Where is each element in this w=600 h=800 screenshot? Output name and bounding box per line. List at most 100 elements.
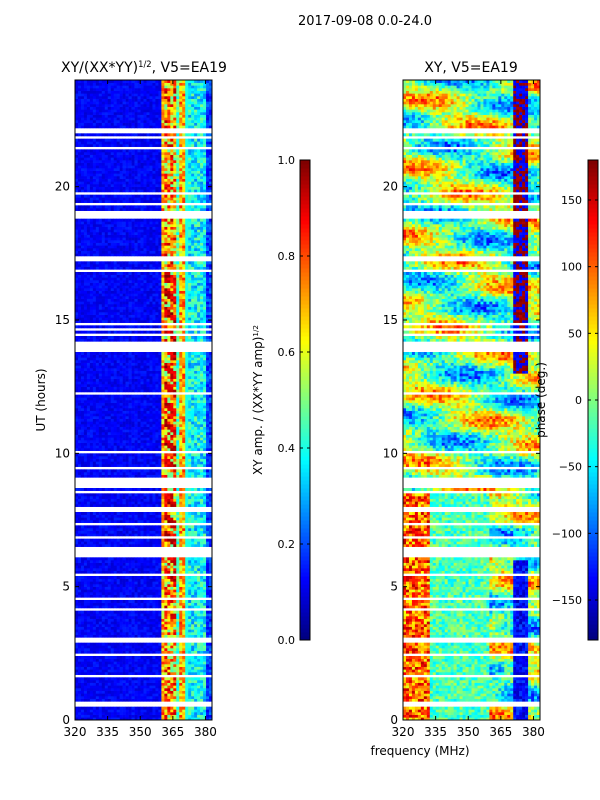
heatmap-cell [197, 658, 201, 662]
heatmap-cell [158, 672, 162, 675]
heatmap-cell [185, 685, 189, 689]
heatmap-cell [155, 688, 159, 691]
heatmap-cell [173, 413, 177, 417]
heatmap-cell [209, 610, 213, 614]
heatmap-cell [191, 413, 195, 417]
heatmap-cell [191, 613, 195, 617]
heatmap-cell [131, 594, 135, 598]
heatmap-cell [149, 413, 153, 417]
heatmap-cell [161, 445, 165, 449]
heatmap-cell [107, 677, 112, 681]
heatmap-cell [116, 488, 120, 491]
heatmap-cell [134, 581, 138, 585]
heatmap-cell [128, 373, 132, 377]
heatmap-cell [134, 514, 138, 518]
heatmap-cell [200, 437, 204, 441]
heatmap-cell [107, 669, 112, 673]
heatmap-cell [110, 669, 115, 673]
heatmap-cell [95, 629, 100, 633]
heatmap-cell [149, 682, 153, 686]
heatmap-cell [95, 672, 100, 675]
heatmap-cell [77, 565, 82, 569]
heatmap-cell [128, 469, 132, 473]
heatmap-cell [116, 458, 120, 462]
heatmap-cell [182, 605, 186, 609]
heatmap-cell [116, 456, 120, 459]
heatmap-cell [122, 432, 126, 435]
heatmap-cell [179, 440, 183, 443]
heatmap-cell [122, 538, 126, 542]
heatmap-cell [170, 365, 174, 369]
heatmap-cell [116, 557, 120, 561]
heatmap-cell [104, 690, 109, 694]
heatmap-cell [95, 440, 100, 443]
heatmap-cell [131, 602, 135, 606]
heatmap-cell [200, 581, 204, 585]
heatmap-cell [110, 616, 115, 619]
heatmap-cell [170, 426, 174, 430]
heatmap-cell [194, 498, 198, 502]
heatmap-cell [188, 658, 192, 662]
heatmap-cell [164, 584, 168, 587]
heatmap-cell [188, 656, 192, 659]
heatmap-cell [146, 541, 150, 545]
heatmap-cell [98, 658, 103, 662]
heatmap-cell [191, 464, 195, 467]
heatmap-cell [170, 373, 174, 377]
heatmap-cell [161, 712, 165, 715]
heatmap-cell [161, 544, 165, 547]
heatmap-cell [149, 493, 153, 497]
heatmap-cell [173, 688, 177, 691]
heatmap-cell [200, 424, 204, 427]
heatmap-cell [86, 605, 91, 609]
heatmap-cell [182, 613, 186, 617]
heatmap-cell [134, 376, 138, 379]
heatmap-cell [83, 424, 88, 427]
heatmap-cell [152, 416, 156, 419]
heatmap-cell [77, 626, 82, 630]
heatmap-cell [149, 557, 153, 561]
heatmap-cell [188, 634, 192, 638]
heatmap-cell [101, 445, 106, 449]
heatmap-cell [104, 469, 109, 473]
heatmap-cell [143, 669, 147, 673]
heatmap-cell [176, 690, 180, 694]
heatmap-cell [143, 544, 147, 547]
heatmap-cell [209, 613, 213, 617]
heatmap-cell [107, 709, 112, 713]
heatmap-cell [134, 533, 138, 537]
heatmap-cell [173, 594, 177, 598]
heatmap-cell [83, 426, 88, 430]
heatmap-cell [209, 530, 213, 534]
heatmap-cell [197, 413, 201, 417]
heatmap-cell [75, 501, 79, 505]
heatmap-cell [173, 664, 177, 667]
heatmap-cell [206, 624, 210, 627]
heatmap-cell [182, 429, 186, 433]
heatmap-cell [104, 498, 109, 502]
heatmap-cell [176, 464, 180, 467]
heatmap-cell [143, 496, 147, 499]
heatmap-cell [95, 445, 100, 449]
heatmap-cell [200, 381, 204, 385]
heatmap-cell [116, 669, 120, 673]
heatmap-cell [197, 624, 201, 627]
heatmap-cell [140, 488, 144, 491]
heatmap-cell [137, 488, 141, 491]
heatmap-cell [188, 520, 192, 523]
heatmap-cell [134, 434, 138, 438]
heatmap-cell [194, 373, 198, 377]
heatmap-cell [206, 472, 210, 475]
heatmap-cell [80, 378, 85, 382]
heatmap-cell [75, 557, 79, 561]
heatmap-cell [104, 496, 109, 499]
heatmap-cell [206, 405, 210, 409]
heatmap-cell [125, 474, 129, 478]
heatmap-cell [152, 618, 156, 622]
heatmap-cell [95, 712, 100, 715]
heatmap-cell [110, 645, 115, 649]
heatmap-cell [203, 578, 207, 582]
heatmap-cell [185, 416, 189, 419]
heatmap-cell [143, 474, 147, 478]
heatmap-cell [182, 680, 186, 683]
